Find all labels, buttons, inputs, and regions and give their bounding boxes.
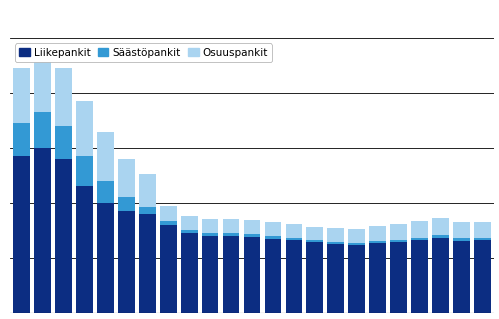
Legend: Liikepankit, Säästöpankit, Osuuspankit: Liikepankit, Säästöpankit, Osuuspankit	[15, 43, 272, 62]
Bar	[76, 156, 93, 186]
Bar	[369, 243, 386, 313]
Bar	[160, 206, 177, 221]
Bar	[97, 131, 114, 181]
Bar	[181, 233, 198, 313]
Bar	[453, 241, 470, 313]
Bar	[244, 237, 260, 313]
Bar	[34, 148, 51, 313]
Bar	[432, 238, 449, 313]
Bar	[118, 197, 135, 211]
Bar	[55, 159, 72, 313]
Bar	[139, 174, 156, 207]
Bar	[76, 186, 93, 313]
Bar	[264, 236, 281, 239]
Bar	[55, 69, 72, 126]
Bar	[181, 216, 198, 230]
Bar	[369, 241, 386, 243]
Bar	[390, 240, 407, 242]
Bar	[306, 240, 323, 242]
Bar	[202, 219, 219, 233]
Bar	[139, 214, 156, 313]
Bar	[118, 211, 135, 313]
Bar	[474, 238, 491, 240]
Bar	[139, 207, 156, 214]
Bar	[390, 224, 407, 240]
Bar	[160, 225, 177, 313]
Bar	[285, 224, 302, 238]
Bar	[369, 226, 386, 241]
Bar	[432, 219, 449, 235]
Bar	[348, 243, 365, 245]
Bar	[411, 240, 428, 313]
Bar	[327, 244, 344, 313]
Bar	[453, 222, 470, 238]
Bar	[55, 126, 72, 159]
Bar	[202, 233, 219, 236]
Bar	[306, 226, 323, 240]
Bar	[411, 238, 428, 240]
Bar	[327, 242, 344, 244]
Bar	[13, 69, 30, 123]
Bar	[34, 112, 51, 148]
Bar	[160, 221, 177, 225]
Bar	[411, 221, 428, 238]
Bar	[97, 181, 114, 203]
Bar	[13, 156, 30, 313]
Bar	[264, 222, 281, 236]
Bar	[34, 52, 51, 112]
Bar	[223, 233, 240, 236]
Bar	[13, 123, 30, 156]
Bar	[306, 242, 323, 313]
Bar	[244, 220, 260, 234]
Bar	[244, 234, 260, 237]
Bar	[223, 219, 240, 233]
Bar	[285, 238, 302, 240]
Bar	[264, 239, 281, 313]
Bar	[432, 235, 449, 238]
Bar	[474, 222, 491, 238]
Bar	[327, 228, 344, 242]
Bar	[348, 229, 365, 243]
Bar	[453, 238, 470, 241]
Bar	[97, 203, 114, 313]
Bar	[285, 240, 302, 313]
Bar	[474, 240, 491, 313]
Bar	[223, 236, 240, 313]
Bar	[76, 101, 93, 156]
Bar	[390, 242, 407, 313]
Bar	[348, 245, 365, 313]
Bar	[118, 159, 135, 197]
Bar	[181, 230, 198, 233]
Bar	[202, 236, 219, 313]
